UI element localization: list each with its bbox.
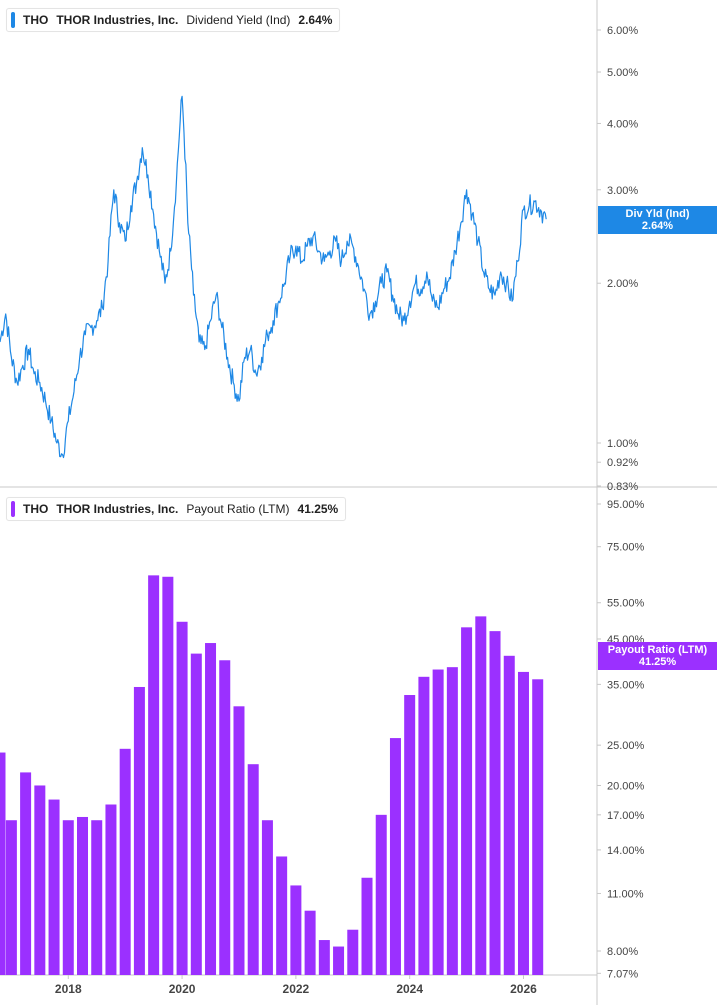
payout-bar bbox=[489, 631, 501, 975]
payout-bar bbox=[133, 686, 145, 975]
payout-bar bbox=[0, 752, 6, 975]
x-tick-label: 2026 bbox=[510, 982, 537, 996]
payout-bar bbox=[261, 820, 273, 975]
yield-legend-ticker: THO bbox=[23, 13, 49, 27]
payout-bar bbox=[105, 804, 117, 975]
payout-tick-label: 35.00% bbox=[607, 679, 645, 691]
payout-bar bbox=[34, 785, 46, 975]
payout-tag-label: Payout Ratio (LTM) bbox=[607, 644, 708, 656]
yield-legend-metric: Dividend Yield (Ind) bbox=[186, 13, 291, 27]
payout-bar bbox=[219, 660, 231, 975]
yield-legend-company: THOR Industries, Inc. bbox=[56, 13, 179, 27]
payout-bar bbox=[418, 676, 430, 975]
yield-legend-value: 2.64% bbox=[298, 13, 333, 27]
payout-bar bbox=[532, 679, 544, 975]
payout-bar bbox=[404, 695, 416, 975]
payout-tick-label: 11.00% bbox=[607, 888, 644, 900]
payout-value-tag: Payout Ratio (LTM) 41.25% bbox=[598, 642, 717, 670]
payout-legend-ticker: THO bbox=[23, 502, 49, 516]
payout-bar bbox=[190, 653, 202, 975]
payout-tick-label: 95.00% bbox=[607, 499, 645, 511]
payout-bar bbox=[5, 820, 17, 975]
payout-bar bbox=[304, 910, 316, 975]
payout-bar bbox=[77, 816, 89, 975]
x-tick-label: 2018 bbox=[55, 982, 82, 996]
payout-bar bbox=[62, 820, 74, 975]
payout-tick-label: 20.00% bbox=[607, 780, 645, 792]
payout-tag-value: 41.25% bbox=[638, 656, 677, 668]
payout-bar bbox=[432, 669, 444, 975]
payout-bar bbox=[347, 929, 359, 975]
payout-bar bbox=[446, 667, 458, 975]
payout-legend: THO THOR Industries, Inc. Payout Ratio (… bbox=[6, 497, 347, 521]
payout-bar bbox=[318, 940, 330, 975]
yield-tick-label: 0.92% bbox=[607, 457, 638, 469]
payout-tick-label: 14.00% bbox=[607, 845, 645, 857]
payout-bar bbox=[247, 764, 259, 975]
payout-bar bbox=[233, 706, 245, 975]
payout-bar bbox=[290, 885, 302, 975]
payout-bar bbox=[517, 671, 529, 975]
payout-bar bbox=[119, 748, 131, 975]
payout-bar bbox=[48, 799, 60, 975]
payout-bar bbox=[361, 877, 373, 975]
payout-legend-swatch bbox=[11, 501, 15, 517]
payout-bar bbox=[475, 616, 487, 975]
yield-tick-label: 3.00% bbox=[607, 185, 638, 197]
yield-value-tag: Div Yld (Ind) 2.64% bbox=[598, 206, 717, 234]
yield-tick-label: 6.00% bbox=[607, 25, 638, 37]
payout-tick-label: 8.00% bbox=[607, 946, 638, 958]
payout-bar bbox=[276, 856, 288, 975]
payout-bar bbox=[162, 576, 174, 975]
yield-tag-value: 2.64% bbox=[641, 220, 674, 232]
payout-legend-company: THOR Industries, Inc. bbox=[56, 502, 179, 516]
payout-bar bbox=[205, 643, 217, 975]
payout-tick-label: 25.00% bbox=[607, 740, 645, 752]
payout-tick-label: 7.07% bbox=[607, 968, 638, 980]
payout-bar bbox=[503, 655, 515, 975]
payout-legend-value: 41.25% bbox=[297, 502, 339, 516]
yield-tick-label: 5.00% bbox=[607, 67, 638, 79]
yield-tag-label: Div Yld (Ind) bbox=[625, 208, 690, 220]
payout-bar bbox=[375, 814, 387, 975]
payout-bar bbox=[20, 772, 32, 975]
yield-tick-label: 4.00% bbox=[607, 118, 638, 130]
payout-bar bbox=[148, 575, 160, 975]
yield-tick-label: 0.83% bbox=[607, 481, 638, 493]
payout-legend-metric: Payout Ratio (LTM) bbox=[186, 502, 290, 516]
x-tick-label: 2020 bbox=[169, 982, 196, 996]
yield-line bbox=[0, 95, 547, 459]
x-tick-label: 2022 bbox=[283, 982, 310, 996]
x-tick-label: 2024 bbox=[396, 982, 423, 996]
payout-bar bbox=[461, 627, 473, 975]
payout-tick-label: 17.00% bbox=[607, 810, 645, 822]
payout-bar bbox=[389, 738, 401, 975]
payout-tick-label: 75.00% bbox=[607, 542, 645, 554]
yield-legend-swatch bbox=[11, 12, 15, 28]
yield-legend: THO THOR Industries, Inc. Dividend Yield… bbox=[6, 8, 341, 32]
yield-tick-label: 2.00% bbox=[607, 278, 638, 290]
payout-bar bbox=[333, 946, 345, 975]
yield-tick-label: 1.00% bbox=[607, 438, 638, 450]
payout-bar bbox=[176, 621, 188, 975]
payout-tick-label: 55.00% bbox=[607, 598, 645, 610]
payout-bar bbox=[91, 820, 103, 975]
